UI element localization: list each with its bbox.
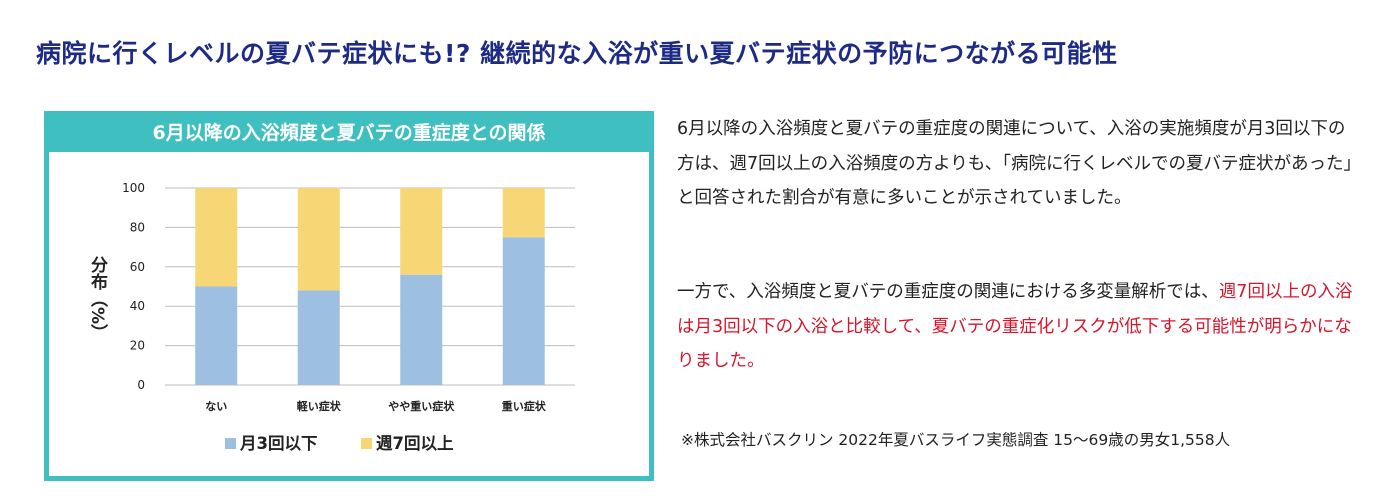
- paragraph-2-highlight-text: 週7回以上の入浴は月3回以下の入浴と比較して、夏バテの重症化リスクが低下する可能…: [677, 282, 1353, 371]
- source-footnote: ※株式会社バスクリン 2022年夏バスライフ実態調査 15〜69歳の男女1,55…: [681, 431, 1231, 449]
- bar-2-0: [195, 188, 238, 287]
- legend-swatch-1: [225, 438, 236, 449]
- y-tick-label-0: 0: [137, 378, 145, 392]
- x-tick-label-1: 軽い症状: [297, 399, 342, 413]
- y-tick-label-60: 60: [130, 260, 145, 274]
- legend-label-2: 週7回以上: [376, 434, 453, 453]
- description-paragraph-2: 一方で、入浴頻度と夏バテの重症度の関連における多変量解析では、週7回以上の入浴は…: [677, 275, 1357, 379]
- y-tick-label-20: 20: [130, 339, 145, 353]
- bar-2-1: [297, 188, 340, 291]
- bar-1-1: [297, 290, 340, 385]
- y-tick-label-80: 80: [130, 220, 145, 234]
- paragraph-2-plain-text: 一方で、入浴頻度と夏バテの重症度の関連における多変量解析では、: [677, 282, 1219, 302]
- bar-1-3: [502, 237, 545, 385]
- x-tick-label-3: 重い症状: [502, 399, 547, 413]
- chart-title: 6月以降の入浴頻度と夏バテの重症度との関係: [49, 116, 649, 152]
- y-axis-label: 分布（%）: [87, 256, 108, 341]
- legend-swatch-2: [361, 438, 372, 449]
- bar-2-2: [400, 188, 443, 275]
- x-tick-label-2: やや重い症状: [388, 399, 455, 413]
- chart-panel: 6月以降の入浴頻度と夏バテの重症度との関係 0 20 40 60 80 100 分布（%） な…: [44, 111, 654, 481]
- bar-2-3: [502, 188, 545, 238]
- x-tick-label-0: ない: [205, 400, 227, 413]
- y-tick-label-40: 40: [130, 299, 145, 313]
- bar-1-2: [400, 274, 443, 385]
- description-paragraph-1: 6月以降の入浴頻度と夏バテの重症度の関連について、入浴の実施頻度が月3回以下の方…: [677, 119, 1353, 208]
- legend-label-1: 月3回以下: [239, 434, 317, 453]
- page-headline: 病院に行くレベルの夏バテ症状にも!? 継続的な入浴が重い夏バテ症状の予防につなが…: [36, 39, 1118, 68]
- y-tick-label-100: 100: [122, 181, 145, 195]
- bar-1-0: [195, 286, 238, 385]
